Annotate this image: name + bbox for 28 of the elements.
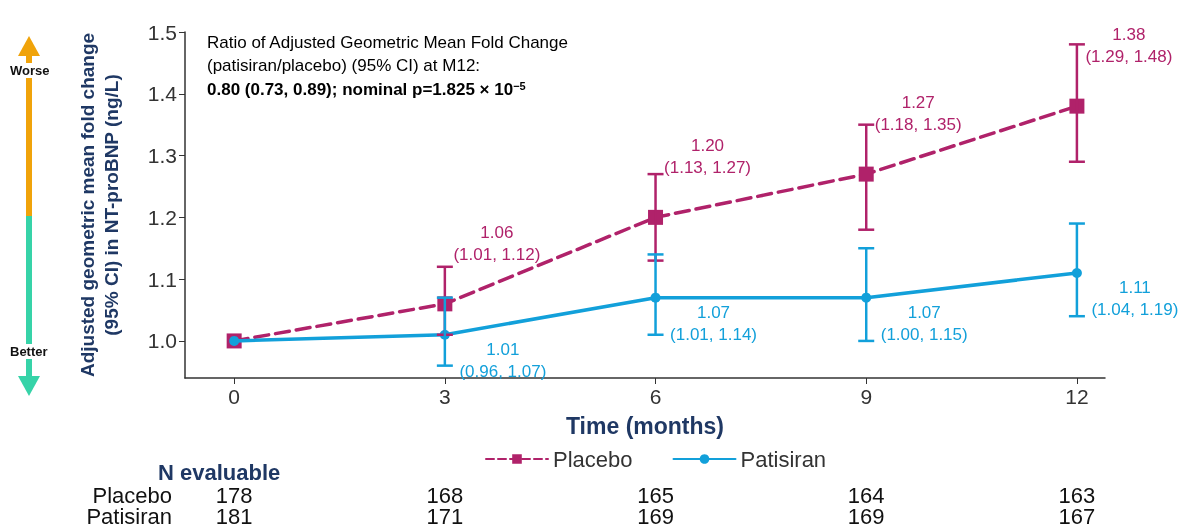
x-tick-label: 12 [1065, 385, 1089, 408]
y-tick-label: 1.5 [147, 20, 177, 44]
legend-label: Patisiran [740, 446, 827, 472]
y-axis-title: Adjusted geometric mean fold change (95% CI) in NT-proBNP (ng/L) [76, 32, 122, 378]
legend-label: Placebo [553, 446, 633, 472]
data-label: 1.06 (1.01, 1.12) [453, 222, 541, 264]
data-label: 1.27 (1.18, 1.35) [874, 93, 962, 135]
y-tick-label: 1.3 [147, 144, 177, 168]
y-tick-label: 1.0 [147, 329, 177, 353]
data-label: 1.01 (0.96, 1.07) [459, 340, 547, 382]
data-label: 1.07 (1.00, 1.15) [880, 303, 968, 345]
annotation: (patisiran/placebo) (95% CI) at M12: [207, 56, 481, 75]
x-tick-label: 6 [649, 385, 662, 408]
text: Better [10, 344, 48, 359]
x-tick-label: 3 [439, 385, 451, 408]
data-label: 1.07 (1.01, 1.14) [670, 303, 758, 345]
y-tick-label: 1.4 [147, 82, 178, 106]
data-label: 1.20 (1.13, 1.27) [664, 136, 752, 178]
y-tick-label: 1.1 [147, 267, 177, 291]
x-tick-label: 9 [860, 385, 873, 408]
y-tick-label: 1.2 [147, 205, 177, 229]
x-axis-title: Time (months) [565, 412, 725, 439]
annotation: Ratio of Adjusted Geometric Mean Fold Change [207, 33, 568, 52]
data-label: 1.38 (1.29, 1.48) [1085, 25, 1173, 67]
text: Worse [10, 63, 50, 78]
text: N evaluable [158, 459, 281, 485]
x-tick-label: 0 [228, 385, 240, 408]
data-label: 1.11 (1.04, 1.19) [1091, 278, 1179, 320]
